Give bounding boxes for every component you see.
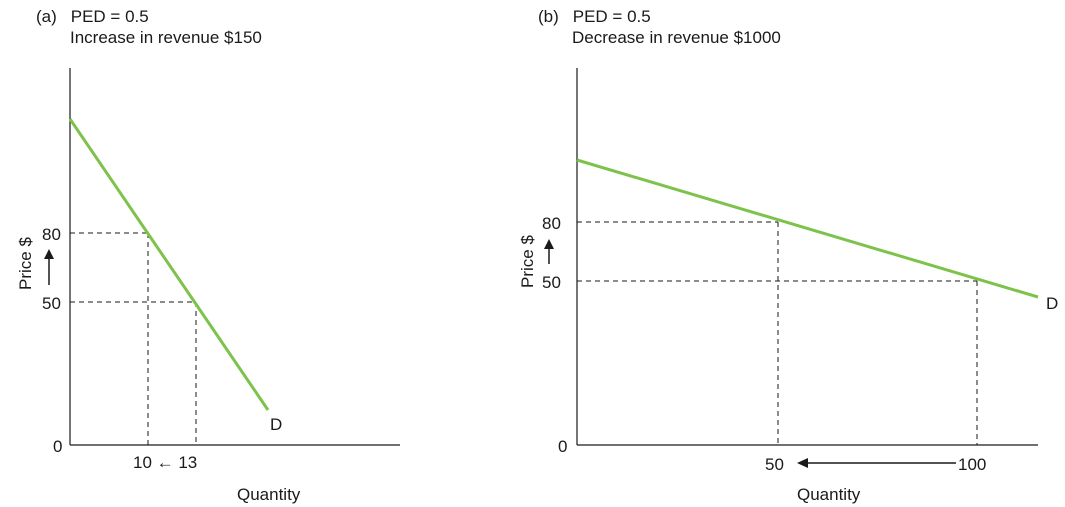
panel-label-b: (b) bbox=[538, 7, 559, 26]
x-axis-label: Quantity bbox=[237, 485, 301, 504]
curve-label-a: D bbox=[270, 415, 282, 434]
x-tick-50: 50 bbox=[765, 455, 784, 474]
curve-label-b: D bbox=[1046, 294, 1058, 313]
price-up-arrow bbox=[544, 239, 554, 264]
panel-label-a: (a) bbox=[36, 7, 57, 26]
demand-curve-b bbox=[576, 158, 1039, 299]
y-tick-50: 50 bbox=[542, 273, 561, 292]
quantity-left-arrow bbox=[797, 458, 956, 468]
y-axis-label: Price $ bbox=[518, 235, 537, 288]
chart-subtitle-a: Increase in revenue $150 bbox=[70, 28, 262, 47]
y-tick-80: 80 bbox=[42, 225, 61, 244]
x-tick-10-13: 10 ← 13 bbox=[133, 453, 197, 472]
origin-label-a: 0 bbox=[53, 437, 62, 456]
x-tick-100: 100 bbox=[958, 455, 986, 474]
chart-svg-a: D 80 50 Price $ 0 10 ← 13 Quantity bbox=[16, 68, 400, 504]
chart-subtitle-b: Decrease in revenue $1000 bbox=[572, 28, 781, 47]
caption-a: (a) PED = 0.5 Increase in revenue $150 bbox=[36, 6, 262, 48]
chart-panel-b: (b) PED = 0.5 Decrease in revenue $1000 … bbox=[518, 0, 1065, 507]
chart-title-b: PED = 0.5 bbox=[572, 7, 651, 26]
price-up-arrow bbox=[44, 249, 54, 285]
chart-svg-b: D 80 50 Price $ 0 50 100 Quantity bbox=[518, 68, 1058, 504]
origin-label-b: 0 bbox=[558, 437, 567, 456]
x-axis-label: Quantity bbox=[797, 485, 861, 504]
y-axis-label: Price $ bbox=[16, 237, 35, 290]
y-tick-80: 80 bbox=[542, 214, 561, 233]
chart-panel-a: (a) PED = 0.5 Increase in revenue $150 D… bbox=[0, 0, 520, 507]
chart-title-a: PED = 0.5 bbox=[70, 7, 149, 26]
caption-b: (b) PED = 0.5 Decrease in revenue $1000 bbox=[538, 6, 781, 48]
y-tick-50: 50 bbox=[42, 294, 61, 313]
demand-curve-a bbox=[68, 118, 270, 411]
